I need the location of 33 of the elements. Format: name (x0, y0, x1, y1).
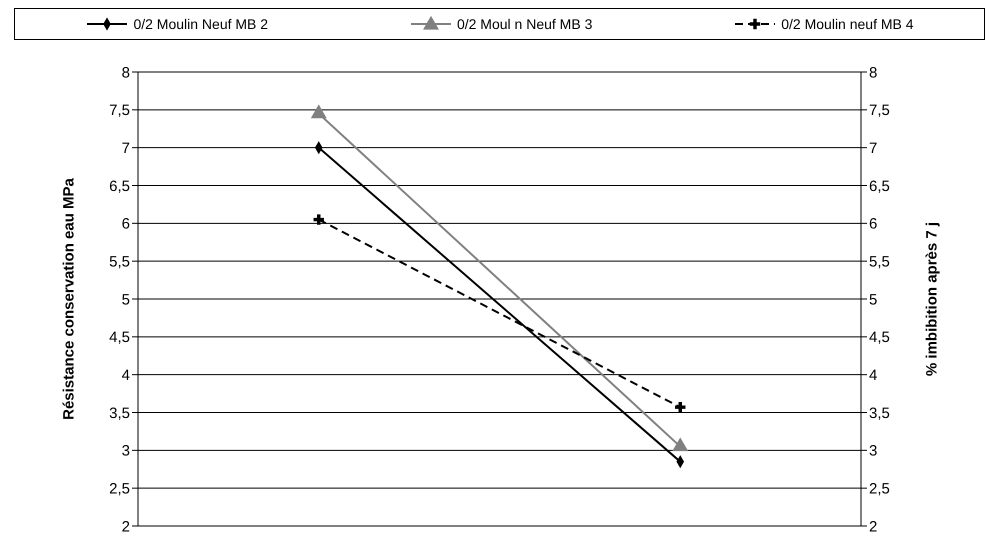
y-tick-label: 4 (122, 366, 130, 384)
point (314, 214, 324, 225)
y2-tick-label: 4,5 (869, 329, 890, 346)
y2-tick-label: 5 (869, 291, 878, 308)
y-tick-label: 5,5 (109, 253, 130, 270)
legend-label: 0/2 Moulin Neuf MB 2 (133, 16, 268, 32)
y2-tick-label: 3,5 (869, 404, 890, 422)
y-tick-label: 8 (122, 64, 130, 82)
y2-tick-label: 7,5 (869, 102, 890, 120)
y2-tick-label: 6,5 (869, 178, 890, 195)
y2-tick-label: 3 (869, 442, 878, 460)
y-axis-title: Résistance conservation eau MPa (60, 177, 78, 420)
y-tick-label: 2,5 (109, 480, 130, 498)
y2-tick-label: 2 (869, 518, 878, 536)
point (675, 402, 686, 412)
y-tick-label: 7,5 (109, 102, 130, 120)
y2-tick-label: 5,5 (869, 253, 890, 270)
y-tick-label: 3 (122, 442, 130, 460)
legend-label: 0/2 Moulin neuf MB 4 (781, 16, 914, 32)
y2-tick-label: 4 (869, 366, 878, 384)
y-tick-label: 7 (122, 140, 130, 157)
y-tick-label: 3,5 (109, 404, 130, 422)
y2-axis-title: % imbibition après 7 j (923, 222, 940, 376)
y2-tick-label: 6 (869, 216, 878, 233)
y2-tick-label: 2,5 (869, 480, 890, 498)
y-tick-label: 4,5 (109, 329, 130, 346)
y-tick-label: 2 (122, 518, 130, 536)
y2-tick-label: 7 (869, 140, 878, 157)
y2-tick-label: 8 (869, 64, 878, 82)
y-tick-label: 5 (122, 291, 130, 308)
y-tick-label: 6,5 (109, 178, 130, 195)
legend-label: 0/2 Moul n Neuf MB 3 (456, 16, 592, 32)
y-tick-label: 6 (122, 216, 130, 233)
